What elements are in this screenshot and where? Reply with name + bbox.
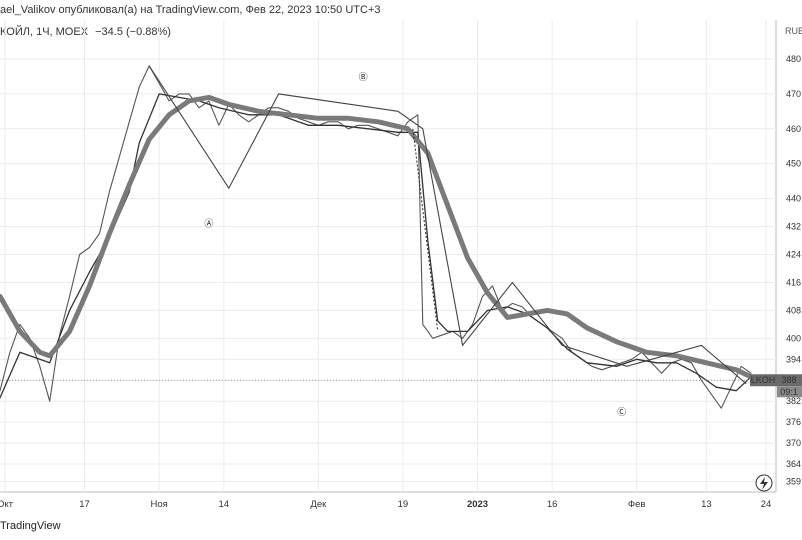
y-tick-label: 470 xyxy=(786,89,801,99)
symbol-name: КОЙЛ, 1Ч, MOEX xyxy=(0,26,89,38)
y-tick-label: 460 xyxy=(786,124,801,134)
wave-label: Ⓑ xyxy=(359,72,368,82)
x-tick-label: 13 xyxy=(701,499,712,510)
grid xyxy=(0,20,777,493)
price-line xyxy=(0,65,752,409)
wave-label: Ⓐ xyxy=(204,219,213,229)
y-tick-label: 400 xyxy=(786,333,801,343)
symbol-badge xyxy=(750,374,777,387)
x-tick-label: Ноя xyxy=(151,499,168,510)
wave-label: Ⓒ xyxy=(617,407,626,417)
x-tick-label: 16 xyxy=(547,499,558,510)
y-tick-label: 394 xyxy=(786,354,801,364)
x-tick-label: 2023 xyxy=(467,499,488,510)
x-tick-label: 14 xyxy=(219,499,230,510)
time-badge-label: 09:1 xyxy=(780,387,798,397)
price-badge xyxy=(777,374,802,387)
x-tick-label: Окт xyxy=(0,499,14,510)
time-badge xyxy=(777,386,802,398)
y-tick-label: 364 xyxy=(786,459,801,469)
bolt-shape xyxy=(760,477,768,490)
x-tick-label: 19 xyxy=(398,499,409,510)
y-axis: 3593643703763823883944004084164244324404… xyxy=(786,54,801,487)
slow-ma-line xyxy=(0,94,754,380)
x-axis: Окт 17 Ноя 14 Дек 19 2023 16 Фев 13 24 xyxy=(0,499,771,510)
y-tick-label: 440 xyxy=(786,194,801,204)
y-tick-label: 480 xyxy=(786,54,801,64)
y-tick-label: 370 xyxy=(786,438,801,448)
currency-label: RUB xyxy=(785,26,802,36)
symbol-badge-label: LKOH xyxy=(751,375,776,385)
y-tick-label: 382 xyxy=(786,396,801,406)
dotted-projection xyxy=(412,128,439,332)
x-tick-label: 24 xyxy=(761,499,772,510)
y-tick-label: 450 xyxy=(786,159,801,169)
publisher-line: ael_Valikov опубликовал(а) на TradingVie… xyxy=(0,4,381,16)
symbol-line: КОЙЛ, 1Ч, MOEX −34.5 (−0.88%) xyxy=(0,26,175,38)
series-layer xyxy=(0,65,754,409)
wave-labels: Ⓐ Ⓑ Ⓒ xyxy=(204,72,626,417)
brand-footer: TradingView xyxy=(0,520,61,532)
wave-pattern xyxy=(148,65,747,385)
y-tick-label: 376 xyxy=(786,417,801,427)
price-change: −34.5 (−0.88%) xyxy=(95,26,171,38)
y-tick-label: 416 xyxy=(786,277,801,287)
y-tick-label: 408 xyxy=(786,305,801,315)
price-marker: LKOH 388 09:1 xyxy=(0,374,802,492)
y-tick-label: 432 xyxy=(786,222,801,232)
price-badge-label: 388 xyxy=(781,375,796,385)
y-tick-label: 424 xyxy=(786,250,801,260)
x-tick-label: Фев xyxy=(628,499,646,510)
y-tick-label: 359 xyxy=(786,477,801,487)
fast-ma-line xyxy=(0,93,752,399)
lightning-icon[interactable] xyxy=(755,474,773,492)
x-tick-label: Дек xyxy=(310,499,327,510)
x-tick-label: 17 xyxy=(79,499,90,510)
elliott-zigzag xyxy=(148,65,747,385)
